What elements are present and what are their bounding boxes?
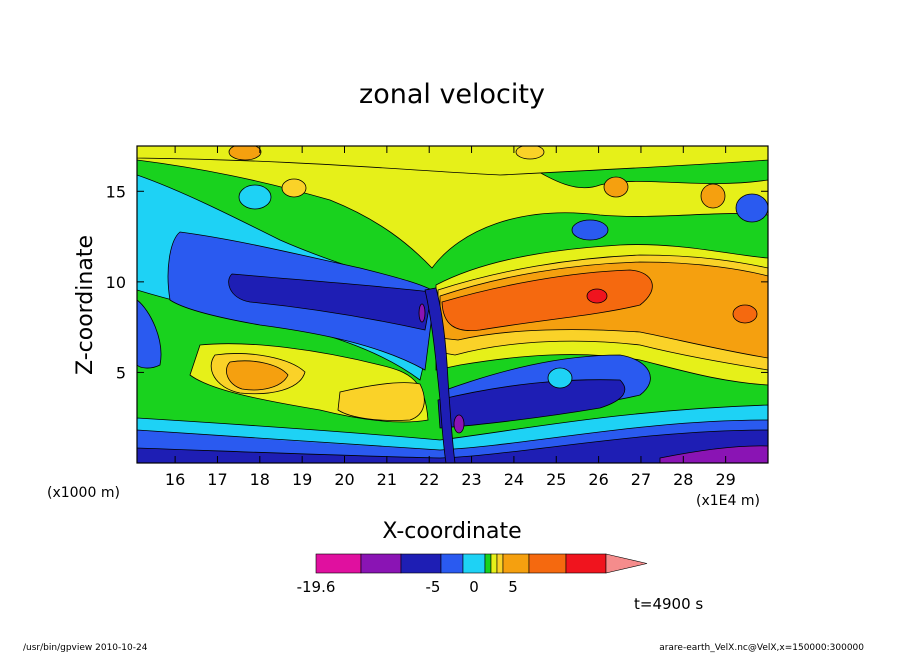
colorbar-segment [462, 553, 486, 574]
x-tick-label: 24 [504, 470, 524, 489]
chart-title: zonal velocity [359, 79, 545, 110]
contour-field [137, 146, 768, 463]
colorbar-segment [400, 553, 442, 574]
y-tick-label: 10 [106, 273, 126, 292]
lower-orange-east [337, 382, 425, 421]
east-red-max [586, 288, 608, 304]
lower-orange-core [226, 360, 289, 391]
x-tick-label: 29 [715, 470, 735, 489]
upper-blue-cell-1 [735, 193, 768, 223]
x-tick-label: 23 [461, 470, 481, 489]
x-tick-label: 17 [207, 470, 227, 489]
upper-orange-cell-2 [603, 176, 629, 198]
plot-frame [136, 145, 769, 464]
x-axis-label: X-coordinate [382, 519, 521, 544]
colorbar-segment [315, 553, 362, 574]
footer-right: arare-earth_VelX.nc@VelX,x=150000:300000 [659, 643, 864, 653]
upper-yellow-band [137, 146, 768, 269]
x-tick-label: 28 [673, 470, 693, 489]
upper-blue-cell-2 [571, 219, 609, 241]
colorbar-segment [496, 553, 504, 574]
y-axis: 5 10 15 [106, 182, 768, 382]
upper-orange-cell-6 [732, 304, 758, 324]
colorbar-label: 0 [469, 578, 479, 596]
y-axis-label: Z-coordinate [73, 235, 98, 375]
colorbar-segment [490, 553, 498, 574]
upper-orange-cell-5 [515, 146, 545, 160]
x-tick-label: 21 [377, 470, 397, 489]
colorbar [315, 553, 648, 574]
upper-orange-cell-3 [700, 183, 726, 209]
dark-blue-core [228, 273, 433, 331]
colorbar-segment [360, 553, 402, 574]
upper-yellow-top [137, 146, 768, 176]
upper-cyan-cell-1 [238, 184, 272, 210]
x-tick-label: 26 [588, 470, 608, 489]
surface-purple [659, 445, 768, 463]
y-tick-label: 15 [106, 182, 126, 201]
colorbar-segment [502, 553, 530, 574]
x-axis: 16 17 18 19 20 21 22 23 24 25 26 27 28 29 [165, 146, 736, 489]
y-tick-label: 5 [116, 363, 126, 382]
footer-left: /usr/bin/gpview 2010-10-24 [23, 643, 148, 653]
colorbar-label: -5 [426, 578, 441, 596]
x-tick-label: 25 [546, 470, 566, 489]
colorbar-label: -19.6 [297, 578, 336, 596]
colorbar-segment [565, 553, 607, 574]
shear-purple-spot-upper [418, 303, 426, 323]
colorbar-label: 5 [508, 578, 518, 596]
shear-purple-spot-lower [453, 414, 465, 434]
x-tick-label: 20 [334, 470, 354, 489]
x-tick-label: 18 [250, 470, 270, 489]
colorbar-segment [440, 553, 464, 574]
colorbar-segment [484, 553, 492, 574]
colorbar-extension-arrow [605, 553, 648, 574]
x-tick-label: 27 [631, 470, 651, 489]
east-lower-cyan-spot [547, 367, 573, 389]
upper-orange-cell-1 [281, 178, 307, 198]
colorbar-segment [528, 553, 567, 574]
colorbar-labels: -19.6 -5 0 5 [297, 578, 518, 596]
x-tick-label: 22 [419, 470, 439, 489]
x-scale-label: (x1E4 m) [696, 493, 760, 509]
west-edge-blue [137, 299, 162, 369]
east-red-orange-core [441, 269, 653, 332]
x-tick-label: 16 [165, 470, 185, 489]
east-lower-darkblue [437, 379, 626, 429]
y-scale-label: (x1000 m) [47, 485, 120, 501]
upper-orange-cell-4 [228, 146, 262, 161]
x-tick-label: 19 [292, 470, 312, 489]
time-annotation: t=4900 s [634, 595, 703, 613]
